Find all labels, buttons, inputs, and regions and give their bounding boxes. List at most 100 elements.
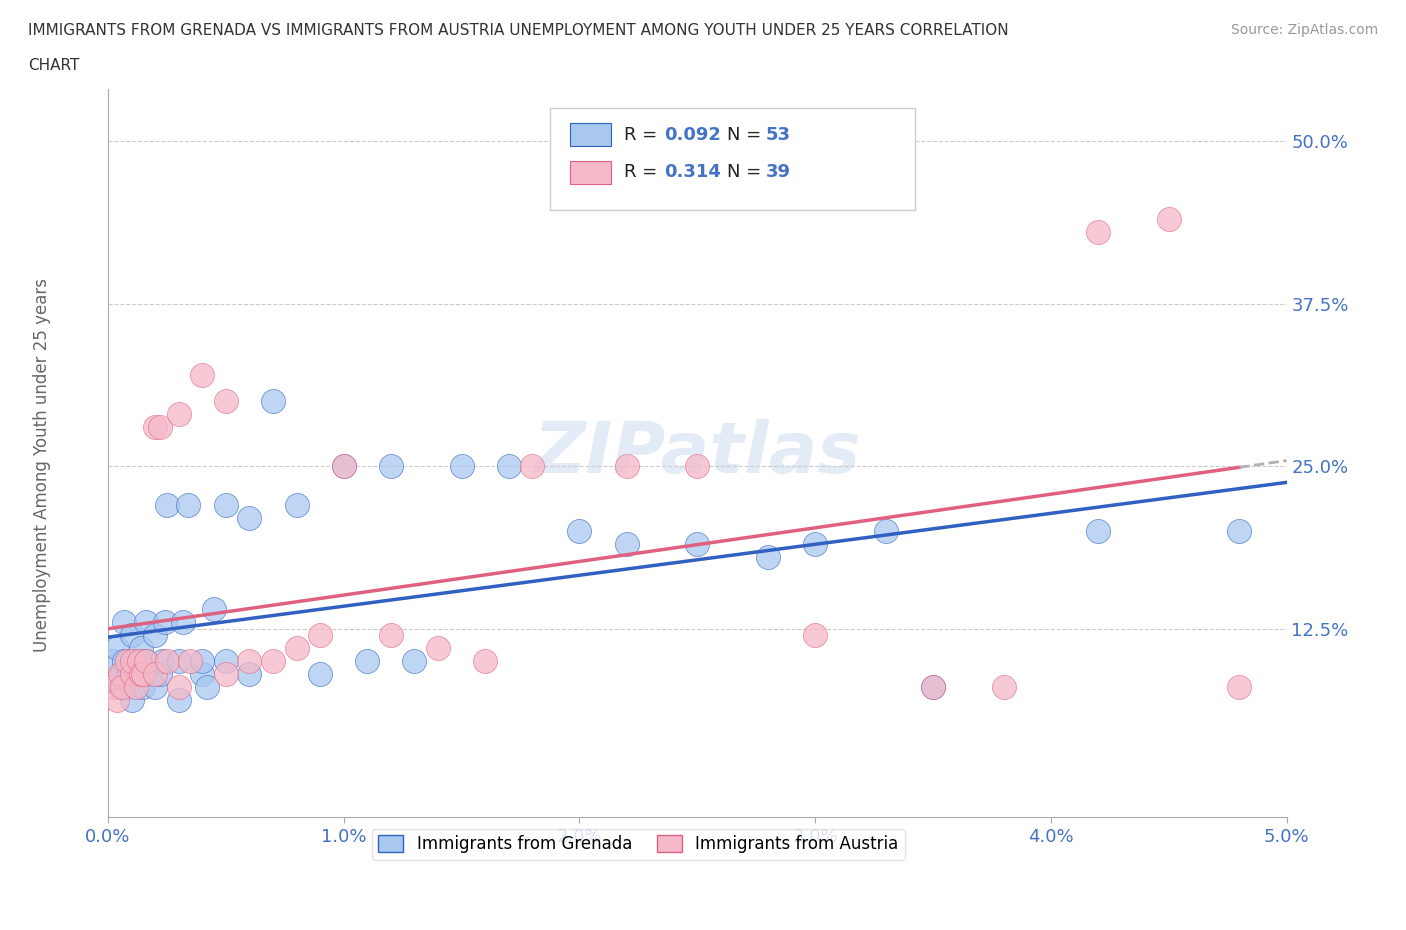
Point: [285, 641, 308, 656]
Point: [143, 628, 166, 643]
Point: [129, 667, 152, 682]
Text: 39: 39: [766, 164, 790, 181]
Point: [135, 654, 157, 669]
Point: [132, 680, 155, 695]
Point: [139, 667, 162, 682]
Point: [108, 667, 131, 682]
Point: [215, 654, 238, 669]
Point: [132, 667, 155, 682]
Point: [156, 498, 179, 512]
Point: [125, 680, 148, 695]
Point: [195, 680, 218, 695]
Point: [686, 459, 709, 474]
Point: [380, 459, 402, 474]
Legend: Immigrants from Grenada, Immigrants from Austria: Immigrants from Grenada, Immigrants from…: [371, 829, 905, 860]
Point: [143, 420, 166, 435]
Point: [215, 394, 238, 409]
Point: [191, 654, 214, 669]
Point: [309, 628, 332, 643]
Point: [309, 667, 332, 682]
Point: [167, 407, 190, 422]
Point: [568, 524, 591, 538]
Text: Source: ZipAtlas.com: Source: ZipAtlas.com: [1230, 23, 1378, 37]
Point: [111, 680, 134, 695]
Point: [380, 628, 402, 643]
FancyBboxPatch shape: [550, 108, 915, 209]
Bar: [569, 123, 612, 146]
Point: [172, 615, 194, 630]
Point: [993, 680, 1015, 695]
Text: R =: R =: [624, 164, 664, 181]
Point: [404, 654, 426, 669]
Point: [332, 459, 354, 474]
Text: N =: N =: [727, 164, 766, 181]
Point: [111, 667, 134, 682]
Point: [1087, 524, 1109, 538]
Point: [215, 498, 238, 512]
Point: [922, 680, 945, 695]
Point: [356, 654, 378, 669]
Point: [922, 680, 945, 695]
Text: N =: N =: [727, 126, 766, 143]
Point: [121, 628, 143, 643]
Point: [498, 459, 520, 474]
Point: [191, 368, 214, 383]
Point: [143, 667, 166, 682]
Point: [149, 667, 172, 682]
Point: [804, 628, 827, 643]
Point: [179, 654, 201, 669]
Point: [474, 654, 496, 669]
Point: [149, 420, 172, 435]
Point: [1229, 524, 1251, 538]
Text: CHART: CHART: [28, 58, 80, 73]
Point: [450, 459, 472, 474]
Text: 53: 53: [766, 126, 790, 143]
Point: [238, 667, 260, 682]
Point: [167, 680, 190, 695]
Point: [156, 654, 179, 669]
Point: [215, 667, 238, 682]
Point: [107, 641, 129, 656]
Point: [115, 654, 138, 669]
Point: [1087, 225, 1109, 240]
Text: R =: R =: [624, 126, 664, 143]
Text: IMMIGRANTS FROM GRENADA VS IMMIGRANTS FROM AUSTRIA UNEMPLOYMENT AMONG YOUTH UNDE: IMMIGRANTS FROM GRENADA VS IMMIGRANTS FR…: [28, 23, 1008, 38]
Point: [125, 654, 148, 669]
Text: ZIPatlas: ZIPatlas: [534, 418, 860, 488]
Point: [756, 550, 779, 565]
Point: [522, 459, 544, 474]
Point: [238, 511, 260, 525]
Point: [150, 654, 173, 669]
Point: [1229, 680, 1251, 695]
Point: [121, 667, 143, 682]
Point: [115, 680, 138, 695]
Point: [135, 654, 157, 669]
Point: [129, 641, 152, 656]
Point: [875, 524, 897, 538]
Text: 0.092: 0.092: [664, 126, 721, 143]
Point: [616, 459, 638, 474]
Point: [121, 693, 143, 708]
Point: [616, 537, 638, 551]
Point: [101, 654, 124, 669]
Point: [191, 667, 214, 682]
Point: [177, 498, 200, 512]
Point: [804, 537, 827, 551]
Point: [202, 602, 225, 617]
Bar: [569, 161, 612, 184]
Point: [262, 394, 284, 409]
Point: [332, 459, 354, 474]
Point: [285, 498, 308, 512]
Point: [262, 654, 284, 669]
Point: [153, 615, 176, 630]
Point: [427, 641, 450, 656]
Point: [238, 654, 260, 669]
Point: [114, 615, 136, 630]
Point: [686, 537, 709, 551]
Point: [118, 667, 141, 682]
Text: 0.314: 0.314: [664, 164, 721, 181]
Point: [1157, 212, 1180, 227]
Point: [128, 667, 150, 682]
Point: [108, 680, 131, 695]
Point: [167, 693, 190, 708]
